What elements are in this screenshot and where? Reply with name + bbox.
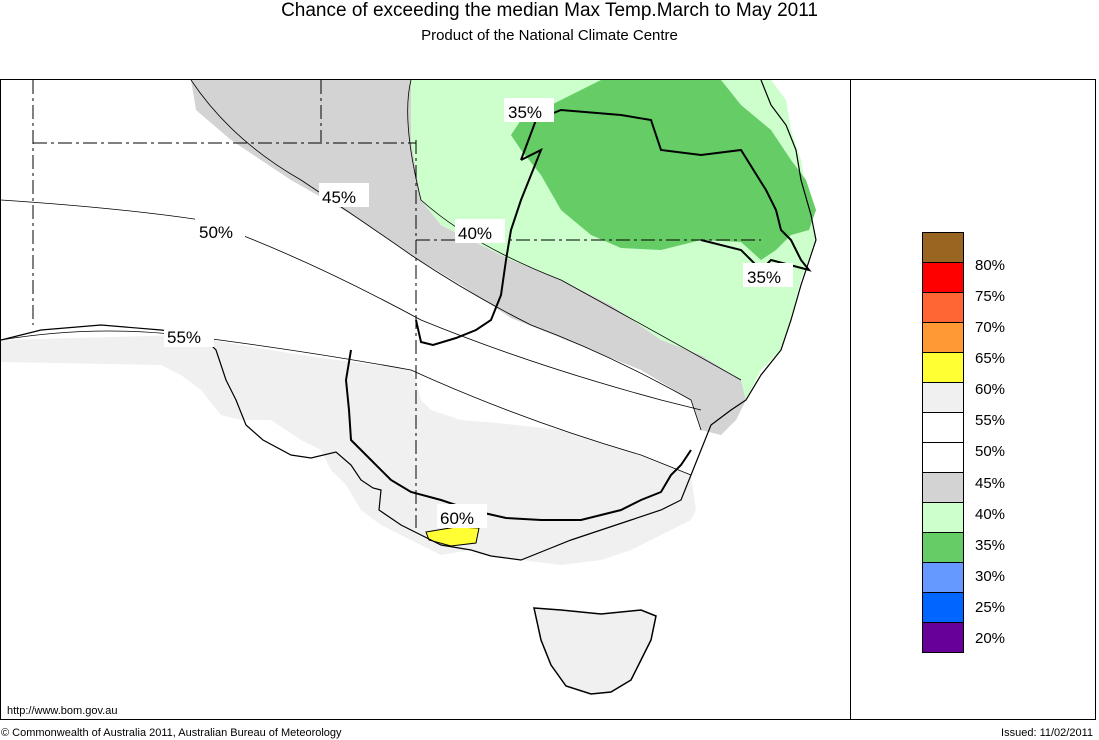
legend-swatch: [922, 292, 964, 323]
map-subtitle: Product of the National Climate Centre: [421, 27, 678, 44]
mainland-land: [1, 335, 696, 565]
legend-label: 60%: [975, 381, 1006, 398]
legend-label: 25%: [975, 599, 1006, 616]
legend-swatch: [922, 382, 964, 413]
legend-swatch: [922, 562, 964, 593]
svg-text:45%: 45%: [322, 188, 356, 207]
legend-label: 55%: [975, 412, 1006, 429]
svg-text:40%: 40%: [458, 224, 492, 243]
legend-swatch: [922, 322, 964, 353]
contour-label-60: 60%: [437, 504, 487, 528]
legend-swatch: [922, 262, 964, 293]
contour-label-50: 50%: [195, 218, 245, 242]
legend-swatch: [922, 412, 964, 443]
legend-swatch: [922, 472, 964, 503]
legend-label: 65%: [975, 350, 1006, 367]
legend-swatch: [922, 502, 964, 533]
state-border-nsw-vic: [344, 349, 692, 521]
legend-label: 40%: [975, 506, 1006, 523]
contour-label-55: 55%: [164, 323, 214, 347]
contour-lines: [1, 80, 742, 476]
contour-label-45: 45%: [319, 183, 369, 207]
contour-label-35-north: 35%: [504, 98, 554, 122]
map-frame: [0, 79, 1096, 720]
legend-swatch: [922, 232, 964, 263]
legend-swatch: [922, 592, 964, 623]
legend-swatch: [922, 352, 964, 383]
zone-white-band: [1, 200, 711, 475]
legend-swatch: [922, 442, 964, 473]
legend-label: 80%: [975, 257, 1006, 274]
source-url[interactable]: http://www.bom.gov.au: [7, 705, 118, 717]
svg-text:50%: 50%: [199, 223, 233, 242]
contour-label-35-east: 35%: [743, 263, 793, 287]
state-border-sa-nsw: [415, 147, 543, 347]
legend-divider: [850, 79, 851, 720]
zone-45: [191, 80, 746, 435]
legend-label: 70%: [975, 319, 1006, 336]
contour-label-40: 40%: [455, 219, 505, 243]
legend-label: 50%: [975, 443, 1006, 460]
legend-label: 20%: [975, 630, 1006, 647]
coastline: [1, 80, 817, 561]
legend-swatch: [922, 622, 964, 653]
tasmania: [533, 607, 657, 695]
svg-text:55%: 55%: [167, 328, 201, 347]
legend-label: 35%: [975, 537, 1006, 554]
legend-swatch: [922, 532, 964, 563]
svg-text:60%: 60%: [440, 509, 474, 528]
state-border-qld-nsw: [520, 108, 812, 272]
map-title: Chance of exceeding the median Max Temp.…: [281, 0, 818, 21]
legend-label: 45%: [975, 475, 1006, 492]
zone-35: [511, 80, 816, 260]
legend-label: 30%: [975, 568, 1006, 585]
probability-map: 35% 45% 40% 50% 35% 55% 60%: [1, 80, 817, 695]
copyright-notice: © Commonwealth of Australia 2011, Austra…: [1, 727, 342, 739]
svg-text:35%: 35%: [747, 268, 781, 287]
legend: [922, 232, 964, 653]
issued-date: Issued: 11/02/2011: [1001, 727, 1093, 739]
legend-label: 75%: [975, 288, 1006, 305]
svg-text:35%: 35%: [508, 103, 542, 122]
